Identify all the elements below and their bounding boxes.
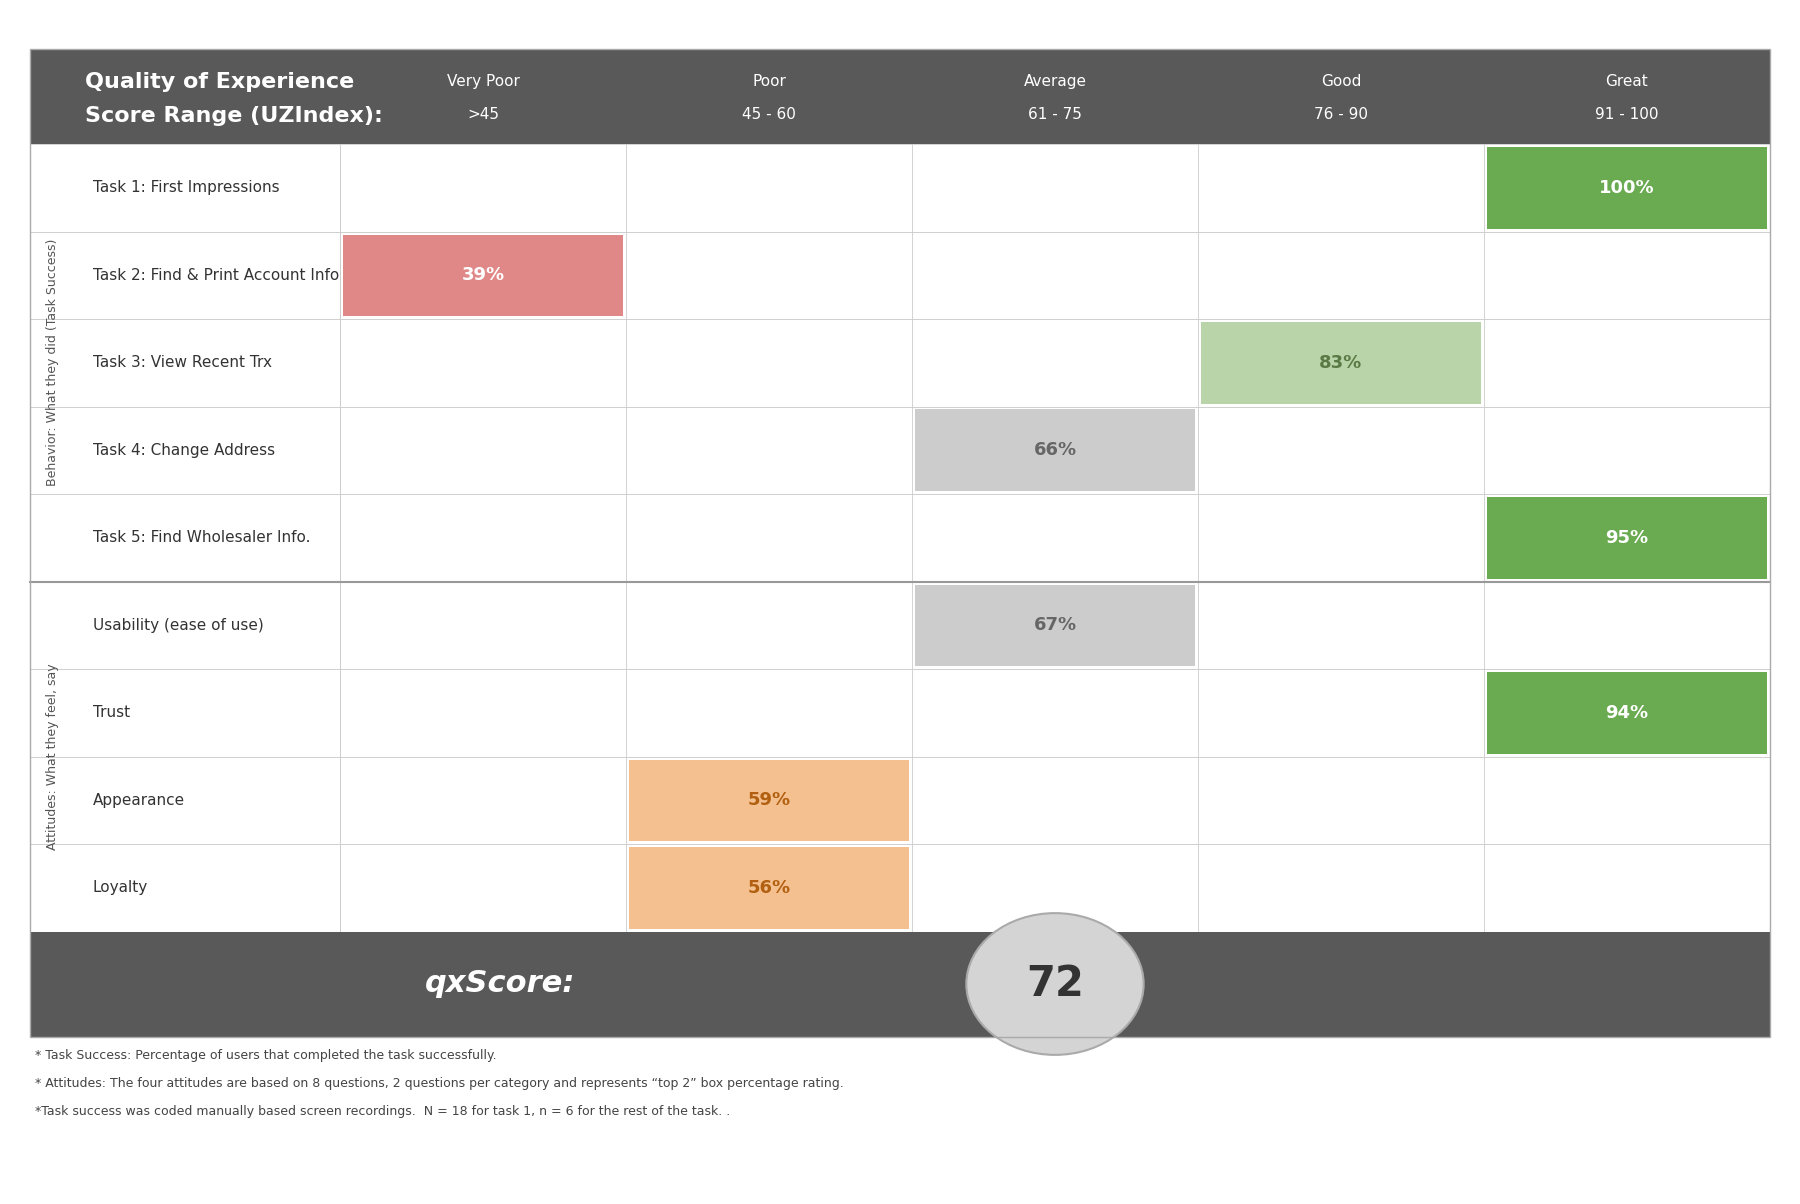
Bar (344, 235, 623, 315)
Text: Loyalty: Loyalty (94, 880, 148, 896)
Text: qxScore:: qxScore: (425, 969, 574, 998)
Text: Behavior: What they did (Task Success): Behavior: What they did (Task Success) (47, 240, 59, 486)
Text: 66%: 66% (1033, 441, 1076, 459)
Text: 83%: 83% (1319, 354, 1363, 372)
Bar (628, 846, 909, 928)
Text: >45: >45 (466, 107, 499, 122)
Text: Quality of Experience: Quality of Experience (85, 71, 355, 92)
Bar (31, 49, 1769, 1037)
Text: 94%: 94% (1606, 704, 1649, 721)
Text: Trust: Trust (94, 706, 130, 720)
Text: * Attitudes: The four attitudes are based on 8 questions, 2 questions per catego: * Attitudes: The four attitudes are base… (34, 1076, 844, 1090)
Bar (1487, 497, 1768, 578)
Bar (31, 669, 1769, 756)
Text: 45 - 60: 45 - 60 (742, 107, 796, 122)
Text: Very Poor: Very Poor (446, 73, 520, 89)
Text: Appearance: Appearance (94, 792, 185, 808)
Text: 95%: 95% (1606, 529, 1649, 547)
Bar (1487, 672, 1768, 754)
Bar (1487, 147, 1768, 229)
Text: 72: 72 (1026, 963, 1084, 1005)
Bar (31, 49, 1769, 144)
Text: Task 3: View Recent Trx: Task 3: View Recent Trx (94, 355, 272, 371)
Text: 100%: 100% (1598, 178, 1654, 196)
Ellipse shape (967, 913, 1143, 1055)
Text: *Task success was coded manually based screen recordings.  N = 18 for task 1, n : *Task success was coded manually based s… (34, 1104, 731, 1117)
Text: Task 4: Change Address: Task 4: Change Address (94, 443, 275, 458)
Bar (31, 494, 1769, 582)
Text: Great: Great (1606, 73, 1649, 89)
Text: Good: Good (1321, 73, 1361, 89)
Text: Score Range (UZIndex):: Score Range (UZIndex): (85, 106, 383, 126)
Text: * Task Success: Percentage of users that completed the task successfully.: * Task Success: Percentage of users that… (34, 1049, 497, 1062)
Text: 56%: 56% (747, 879, 790, 897)
Bar (31, 582, 1769, 669)
Text: 91 - 100: 91 - 100 (1595, 107, 1660, 122)
Bar (31, 407, 1769, 494)
Text: 61 - 75: 61 - 75 (1028, 107, 1082, 122)
Bar (31, 844, 1769, 932)
Text: Usability (ease of use): Usability (ease of use) (94, 618, 265, 633)
Text: 76 - 90: 76 - 90 (1314, 107, 1368, 122)
Text: Poor: Poor (752, 73, 787, 89)
Bar (1201, 321, 1481, 403)
Text: Attitudes: What they feel, say: Attitudes: What they feel, say (47, 663, 59, 850)
Bar (31, 932, 1769, 1037)
Bar (31, 756, 1769, 844)
Text: 67%: 67% (1033, 616, 1076, 635)
Text: 59%: 59% (747, 791, 790, 809)
Bar (628, 760, 909, 842)
Bar (914, 584, 1195, 666)
Text: Average: Average (1024, 73, 1087, 89)
Bar (914, 409, 1195, 491)
Text: Task 1: First Impressions: Task 1: First Impressions (94, 181, 279, 195)
Text: Task 5: Find Wholesaler Info.: Task 5: Find Wholesaler Info. (94, 530, 310, 545)
Text: Task 2: Find & Print Account Info: Task 2: Find & Print Account Info (94, 267, 338, 283)
Bar (31, 319, 1769, 407)
Text: 39%: 39% (461, 266, 504, 284)
Bar (31, 144, 1769, 231)
Bar (31, 231, 1769, 319)
